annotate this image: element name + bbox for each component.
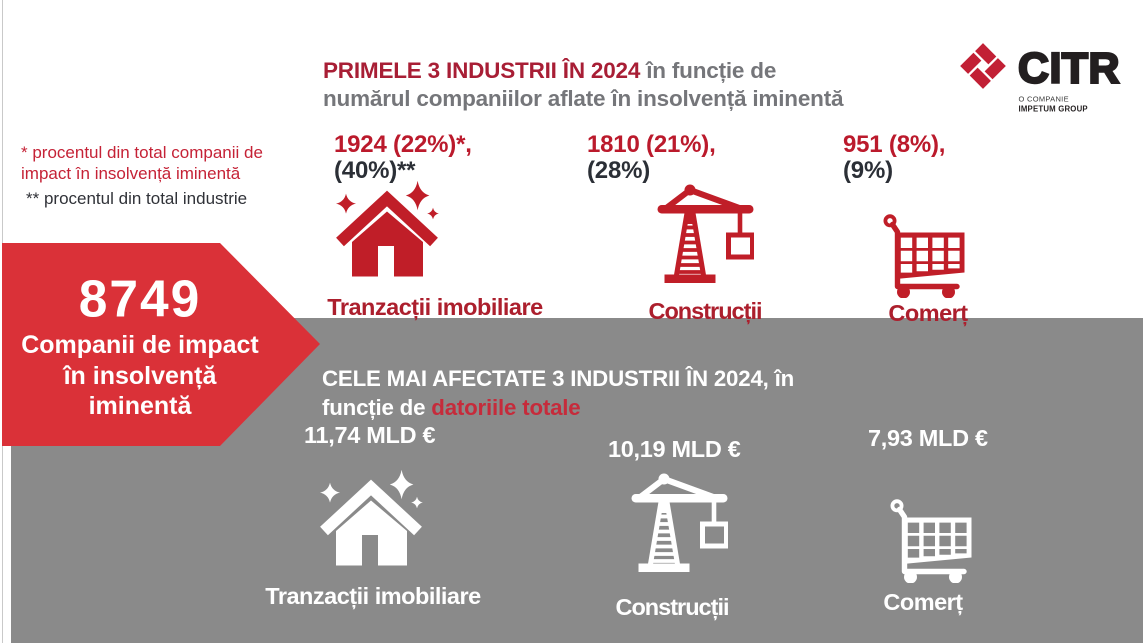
svg-text:8749: 8749 [79, 270, 202, 328]
svg-text:CITR: CITR [1018, 44, 1120, 92]
svg-text:Companii de impact: Companii de impact [21, 331, 259, 359]
svg-text:iminentă: iminentă [89, 392, 193, 420]
svg-text:în insolvență: în insolvență [62, 362, 218, 390]
svg-text:O COMPANIE: O COMPANIE [1019, 95, 1069, 104]
svg-text:IMPETUM GROUP: IMPETUM GROUP [1019, 105, 1088, 114]
